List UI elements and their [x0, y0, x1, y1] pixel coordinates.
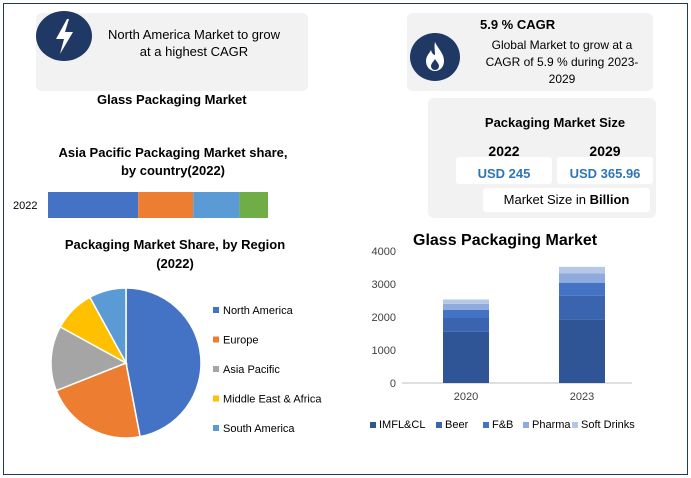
column-legend-label-1: Beer — [445, 419, 469, 431]
size-year-2022: 2022 — [488, 143, 520, 159]
size-unit-label: Market Size in Billion — [483, 192, 650, 207]
glass-stacked-column-chart: 0 1000 2000 3000 4000 2020 2023 IMFL&CL Beer F&B P… — [370, 246, 635, 431]
y-tick-label-3: 3000 — [372, 279, 396, 291]
pie-legend-swatch-4 — [213, 425, 219, 431]
hbar-segment-2 — [193, 192, 240, 218]
pie-slice-2 — [50, 325, 128, 392]
y-tick-label-4: 4000 — [372, 246, 396, 258]
pie-legend-label-1: Europe — [223, 335, 258, 347]
cagr-line3: 2029 — [548, 72, 576, 86]
market-size-title: Packaging Market Size — [484, 115, 626, 130]
size-value-box-2 — [557, 157, 653, 184]
cagr-title: 5.9 % CAGR — [480, 17, 556, 32]
pie-slice-4 — [88, 287, 127, 364]
column-legend-swatch-4 — [572, 422, 578, 428]
column-2020-segment-1 — [443, 317, 489, 332]
cagr-line1: Global Market to grow at a — [491, 38, 633, 52]
pie-legend-label-0: North America — [223, 305, 294, 317]
size-value-2022: USD 245 — [477, 166, 531, 181]
glass-chart-title: Glass Packaging Market — [413, 232, 598, 249]
column-2023-segment-4 — [559, 266, 605, 274]
lightning-bolt-icon — [56, 19, 73, 54]
flame-badge — [410, 33, 460, 81]
pie-legend-swatch-1 — [213, 336, 219, 343]
column-legend-label-4: Soft Drinks — [581, 419, 635, 431]
column-2020-segment-2 — [443, 309, 489, 318]
region-pie-chart: North America Europe Asia Pacific Middle Ea… — [50, 287, 322, 439]
column-legend-swatch-0 — [370, 422, 376, 428]
column-2023-segment-3 — [559, 273, 605, 283]
pie-legend-swatch-0 — [213, 307, 219, 313]
region-chart-title-2: (2022) — [156, 256, 194, 271]
size-unit-box — [483, 188, 650, 212]
pie-legend-label-4: South America — [223, 423, 295, 435]
column-2020-segment-3 — [443, 303, 489, 310]
pie-legend-swatch-2 — [213, 366, 219, 372]
apac-chart-title-1: Asia Pacific Packaging Market share, — [58, 145, 288, 160]
size-value-2029: USD 365.96 — [569, 166, 641, 181]
glass-market-label: Glass Packaging Market — [97, 92, 247, 107]
pie-legend-label-3: Middle East & Africa — [223, 394, 322, 406]
flame-icon — [426, 42, 444, 71]
column-legend-swatch-2 — [483, 422, 489, 428]
pie-slice-1 — [55, 361, 141, 439]
y-tick-label-0: 0 — [390, 378, 396, 390]
y-tick-label-1: 1000 — [372, 345, 396, 357]
column-2020-segment-4 — [443, 299, 489, 304]
x-tick-label-0: 2020 — [454, 391, 478, 403]
size-year-2029: 2029 — [589, 143, 621, 159]
region-chart-title-1: Packaging Market Share, by Region — [64, 237, 286, 252]
pie-slice-0 — [125, 287, 202, 438]
x-tick-label-1: 2023 — [570, 391, 594, 403]
column-2023-segment-1 — [559, 295, 605, 320]
banner-left-line2: at a highest CAGR — [139, 44, 249, 59]
cagr-line2: CAGR of 5.9 % during 2023- — [485, 55, 639, 69]
column-2020-segment-0 — [443, 331, 489, 383]
apac-chart-title-2: by country(2022) — [120, 163, 226, 178]
column-legend-label-0: IMFL&CL — [379, 419, 425, 431]
apac-stacked-bar-chart: 2022 — [13, 192, 268, 218]
size-unit-bold: Billion — [589, 192, 630, 207]
column-2023-segment-2 — [559, 282, 605, 296]
column-legend-label-2: F&B — [492, 419, 513, 431]
pie-legend-swatch-3 — [213, 395, 219, 402]
column-legend-label-3: Pharma — [532, 419, 571, 431]
column-legend-swatch-1 — [436, 422, 442, 428]
lightning-badge — [36, 11, 92, 61]
size-value-box-1 — [456, 157, 552, 184]
hbar-category-label: 2022 — [13, 200, 37, 212]
column-legend-swatch-3 — [523, 422, 529, 428]
banner-left-line1: North America Market to grow — [108, 27, 280, 42]
y-tick-label-2: 2000 — [372, 312, 396, 324]
column-2023-segment-0 — [559, 319, 605, 383]
size-unit-prefix: Market Size in — [503, 192, 590, 207]
hbar-segment-0 — [48, 192, 139, 218]
hbar-segment-3 — [239, 192, 268, 218]
pie-legend-label-2: Asia Pacific — [223, 364, 280, 376]
hbar-segment-1 — [138, 192, 194, 218]
